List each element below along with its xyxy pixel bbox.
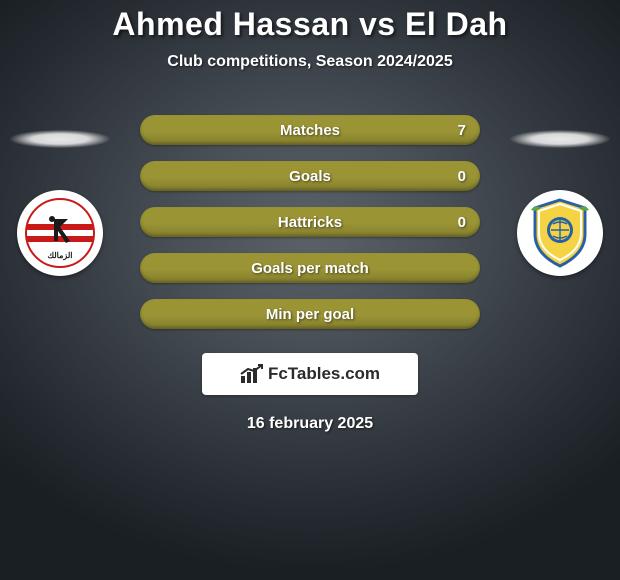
stat-label: Hattricks [278, 214, 342, 231]
stat-row: Matches 7 [140, 115, 480, 145]
stat-label: Matches [280, 122, 340, 139]
bar-chart-icon [240, 364, 264, 384]
club-crest-left: الزمالك [17, 190, 103, 276]
ismaily-crest-icon [521, 194, 599, 272]
brand-text: FcTables.com [268, 364, 380, 384]
shadow-ellipse-right [510, 130, 610, 148]
stats-list: Matches 7 Goals 0 Hattricks 0 Goals per match M… [140, 115, 480, 329]
stat-row: Hattricks 0 [140, 207, 480, 237]
stat-label: Goals [289, 168, 331, 185]
stat-label: Goals per match [251, 260, 369, 277]
zamalek-crest-icon: الزمالك [25, 198, 95, 268]
content: Ahmed Hassan vs El Dah Club competitions… [0, 0, 620, 580]
stat-label: Min per goal [266, 306, 354, 323]
player-left-column: الزمالك [10, 130, 110, 276]
brand-badge[interactable]: FcTables.com [202, 353, 418, 395]
stat-value-right: 0 [458, 207, 466, 237]
stat-value-right: 0 [458, 161, 466, 191]
subtitle: Club competitions, Season 2024/2025 [167, 53, 452, 71]
date-text: 16 february 2025 [247, 415, 373, 433]
svg-text:الزمالك: الزمالك [48, 251, 73, 261]
stat-row: Min per goal [140, 299, 480, 329]
stat-row: Goals per match [140, 253, 480, 283]
stat-value-right: 7 [458, 115, 466, 145]
shadow-ellipse-left [10, 130, 110, 148]
player-right-column [510, 130, 610, 276]
stat-row: Goals 0 [140, 161, 480, 191]
page-title: Ahmed Hassan vs El Dah [112, 6, 507, 43]
club-crest-right [517, 190, 603, 276]
